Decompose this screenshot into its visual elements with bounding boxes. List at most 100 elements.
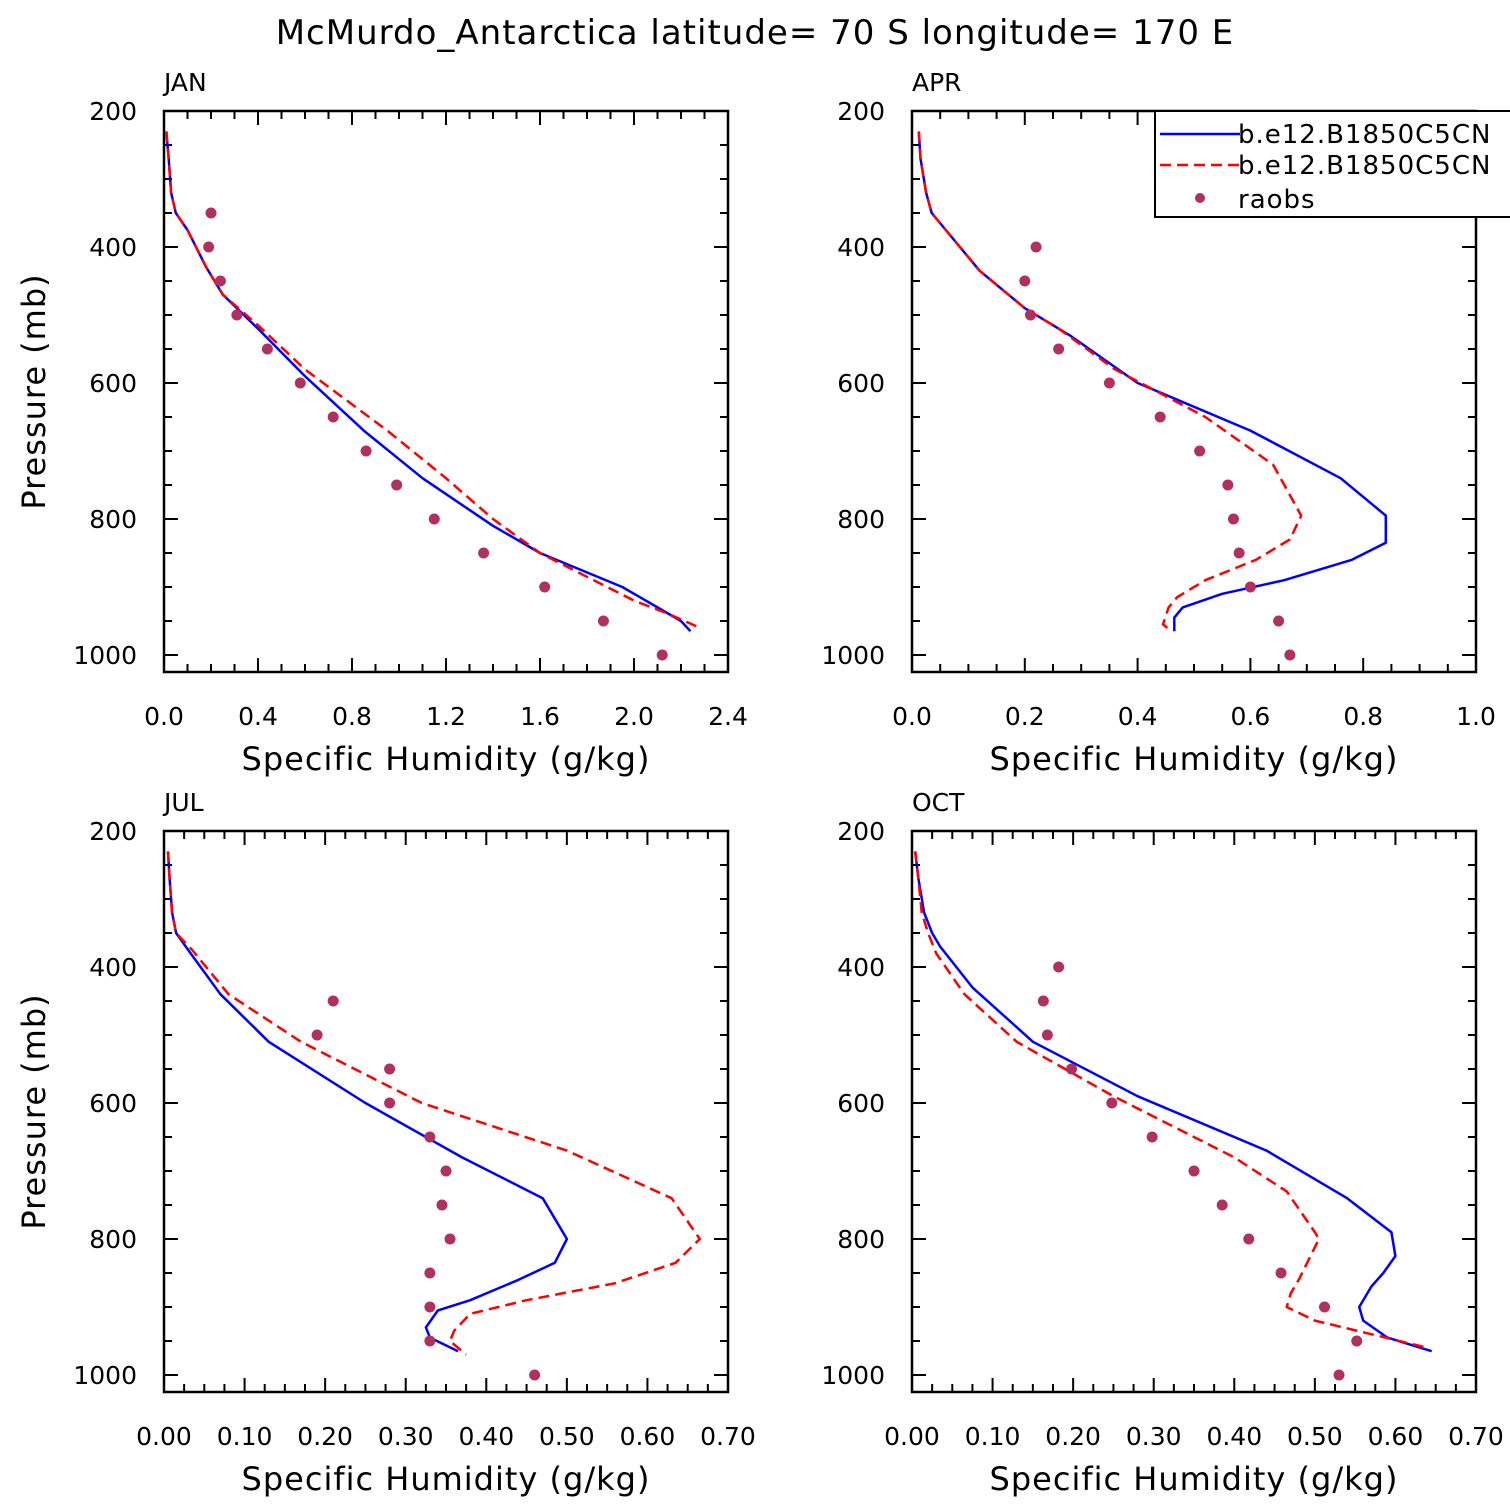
raobs-point: [1030, 241, 1042, 253]
legend-marker-dot: [1195, 193, 1205, 203]
legend-label: b.e12.B1850C5CN: [1238, 151, 1491, 181]
raobs-point: [1351, 1335, 1363, 1347]
raobs-point: [1244, 581, 1256, 593]
raobs-point: [391, 479, 403, 491]
y-tick-label: 200: [89, 817, 137, 846]
raobs-point: [436, 1199, 448, 1211]
x-tick-label: 0.40: [1206, 1422, 1262, 1451]
x-tick-label: 0.20: [1045, 1422, 1101, 1451]
x-tick-label: 0.4: [1118, 702, 1158, 731]
x-tick-label: 0.30: [1126, 1422, 1182, 1451]
raobs-point: [384, 1097, 396, 1109]
x-tick-label: 1.6: [520, 702, 560, 731]
raobs-point: [1106, 1097, 1118, 1109]
raobs-point: [1319, 1301, 1331, 1313]
series-group: [166, 851, 702, 1381]
x-tick-label: 0.6: [1231, 702, 1271, 731]
raobs-point: [1233, 547, 1245, 559]
x-tick-label: 0.30: [378, 1422, 434, 1451]
x-tick-label: 0.10: [965, 1422, 1021, 1451]
raobs-point: [1222, 479, 1234, 491]
x-tick-label: 0.2: [1005, 702, 1045, 731]
y-tick-label: 600: [89, 1089, 137, 1118]
raobs-point: [1243, 1233, 1255, 1245]
y-tick-label: 1000: [821, 1361, 885, 1390]
y-tick-label: 800: [837, 1225, 885, 1254]
panel-label: APR: [912, 68, 962, 97]
series-line-dashed: [913, 851, 1428, 1350]
raobs-point: [1053, 961, 1065, 973]
x-tick-label: 1.2: [426, 702, 466, 731]
y-tick-label: 400: [837, 233, 885, 262]
raobs-point: [214, 275, 226, 287]
y-tick-label: 400: [89, 953, 137, 982]
raobs-point: [203, 241, 215, 253]
panel-oct: OCT 0.00 0.10 0.20 0.30 0.40 0.50 0.60 0.70 200 40…: [821, 788, 1503, 1498]
x-tick-label: 0.4: [238, 702, 278, 731]
x-tick-label: 0.50: [1287, 1422, 1343, 1451]
x-tick-label: 2.4: [708, 702, 748, 731]
raobs-point: [1333, 1369, 1345, 1381]
x-axis-label: Specific Humidity (g/kg): [990, 740, 1399, 778]
y-tick-label: 400: [837, 953, 885, 982]
panel-jan: JAN 0.0 0.4 0.8 1.2 1.6 2.0 2.4 200 400 600 800 1000…: [15, 68, 748, 778]
raobs-point: [444, 1233, 456, 1245]
x-axis-label: Specific Humidity (g/kg): [990, 1460, 1399, 1498]
raobs-point: [424, 1267, 436, 1279]
y-tick-label: 600: [89, 369, 137, 398]
raobs-point: [1019, 275, 1031, 287]
plot-frame: [910, 829, 1478, 1394]
y-tick-label: 200: [837, 97, 885, 126]
y-tick-label: 1000: [73, 641, 137, 670]
y-tick-label: 1000: [821, 641, 885, 670]
raobs-point: [1216, 1199, 1228, 1211]
series-line-solid: [166, 851, 569, 1353]
figure-title: McMurdo_Antarctica latitude= 70 S longit…: [276, 13, 1235, 53]
y-axis-label: Pressure (mb): [15, 993, 53, 1229]
raobs-point: [1037, 995, 1049, 1007]
y-tick-label: 200: [837, 817, 885, 846]
series-line-dashed: [165, 131, 701, 629]
panels-container: JAN 0.0 0.4 0.8 1.2 1.6 2.0 2.4 200 400 600 800 1000…: [15, 68, 1504, 1498]
raobs-point: [294, 377, 306, 389]
x-tick-label: 0.70: [1448, 1422, 1504, 1451]
x-tick-label: 0.10: [217, 1422, 273, 1451]
x-tick-label: 0.8: [332, 702, 372, 731]
panel-label: JAN: [162, 68, 207, 97]
y-tick-label: 600: [837, 1089, 885, 1118]
raobs-point: [327, 995, 339, 1007]
raobs-point: [1273, 615, 1285, 627]
x-tick-label: 0.0: [892, 702, 932, 731]
legend-label: raobs: [1238, 185, 1316, 215]
panel-apr: APR 0.0 0.2 0.4 0.6 0.8 1.0 200 400 600 800 1000 Spe…: [821, 68, 1496, 778]
series-group: [913, 851, 1433, 1381]
x-tick-label: 0.40: [458, 1422, 514, 1451]
raobs-point: [261, 343, 273, 355]
raobs-point: [478, 547, 490, 559]
series-line-dashed: [166, 851, 702, 1356]
x-tick-label: 0.60: [1368, 1422, 1424, 1451]
raobs-point: [1103, 377, 1115, 389]
raobs-point: [539, 581, 551, 593]
x-tick-label: 0.00: [136, 1422, 192, 1451]
raobs-point: [1053, 343, 1065, 355]
plot-frame: [162, 109, 730, 674]
y-axis-label: Pressure (mb): [15, 273, 53, 509]
raobs-point: [529, 1369, 541, 1381]
raobs-point: [424, 1335, 436, 1347]
raobs-point: [327, 411, 339, 423]
y-tick-label: 600: [837, 369, 885, 398]
raobs-point: [1284, 649, 1296, 661]
raobs-point: [384, 1063, 396, 1075]
x-tick-label: 0.00: [884, 1422, 940, 1451]
series-line-solid: [917, 131, 1388, 632]
series-line-solid: [165, 131, 692, 633]
y-tick-label: 1000: [73, 1361, 137, 1390]
raobs-point: [1154, 411, 1166, 423]
y-tick-label: 800: [89, 1225, 137, 1254]
series-line-solid: [913, 851, 1433, 1353]
x-tick-label: 0.60: [620, 1422, 676, 1451]
